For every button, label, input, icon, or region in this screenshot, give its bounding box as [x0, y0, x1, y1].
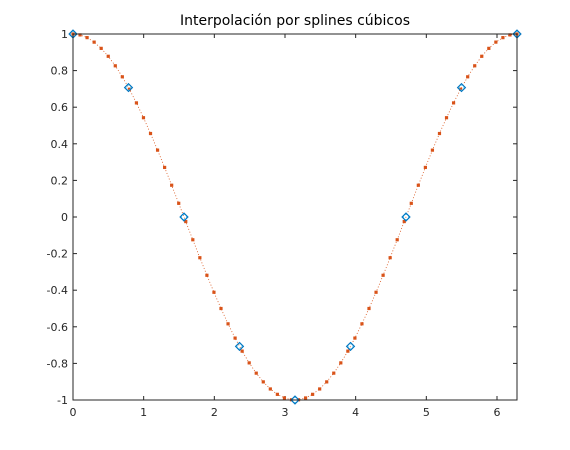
interpolation-point: [120, 75, 124, 79]
interpolation-point: [381, 273, 385, 277]
y-tick-label: 0: [61, 211, 68, 224]
node-circle: [180, 213, 188, 221]
interpolation-point: [416, 183, 420, 187]
interpolation-point: [177, 201, 181, 205]
node-circle: [402, 213, 410, 221]
interpolation-point: [92, 40, 96, 44]
y-tick-label: 1: [61, 28, 68, 41]
x-tick-label: 2: [211, 406, 218, 419]
interpolation-point: [141, 116, 146, 120]
interpolation-point: [311, 392, 315, 396]
x-tick-label: 5: [423, 406, 430, 419]
node-circle: [125, 84, 132, 91]
interpolation-point: [163, 165, 167, 170]
y-tick-label: 0.8: [51, 65, 69, 78]
interpolation-point: [78, 33, 82, 37]
x-tick-labels: 0 1 2 3 4 5 6: [70, 406, 501, 419]
interpolation-point: [466, 75, 470, 79]
interpolation-point: [205, 273, 209, 277]
interpolation-point: [430, 148, 435, 152]
interpolation-point: [303, 396, 308, 400]
y-tick-label: -1: [57, 394, 68, 407]
y-tick-label: -0.4: [47, 284, 68, 297]
interpolation-point: [409, 201, 413, 205]
interpolation-point: [487, 46, 491, 50]
interpolation-point: [198, 256, 202, 260]
interpolation-point: [508, 33, 512, 37]
axis-ticks: [72, 33, 517, 401]
interpolation-point: [339, 361, 343, 365]
node-diamond: [290, 395, 300, 405]
y-tick-label: -0.6: [47, 321, 68, 334]
interpolation-point: [113, 64, 117, 68]
y-tick-label: 0.2: [51, 174, 69, 187]
node-circle: [236, 343, 243, 350]
interpolation-point: [501, 36, 505, 40]
x-tick-label: 3: [281, 406, 288, 419]
interpolation-point: [360, 322, 364, 326]
interpolation-point: [85, 36, 89, 40]
interpolation-point: [459, 87, 463, 91]
interpolation-point: [184, 219, 188, 224]
interpolation-point: [191, 238, 195, 242]
interpolation-point: [212, 290, 216, 294]
interpolation-point: [148, 131, 153, 136]
y-tick-label: -0.2: [47, 248, 68, 261]
plot-area: [68, 29, 522, 405]
y-tick-labels: -1 -0.8 -0.6 -0.4 -0.2 0 0.2 0.4 0.6 0.8 1: [47, 28, 68, 407]
interpolation-point: [473, 64, 477, 68]
interpolation-point: [367, 306, 371, 311]
x-tick-label: 1: [140, 406, 147, 419]
interpolation-point: [170, 183, 174, 187]
y-tick-label: 0.6: [51, 101, 69, 114]
interpolation-point: [134, 101, 139, 105]
interpolation-point: [402, 219, 406, 224]
interpolation-point: [99, 46, 103, 50]
node-diamond: [123, 82, 134, 93]
interpolation-point: [346, 349, 350, 353]
chart-title: Interpolación por splines cúbicos: [180, 13, 410, 29]
interpolation-point: [275, 392, 279, 396]
interpolation-point: [254, 371, 258, 375]
interpolation-point: [494, 40, 498, 44]
interpolation-point: [268, 387, 272, 391]
node-diamond: [401, 212, 411, 222]
interpolation-point: [261, 380, 265, 384]
node-circle: [458, 84, 465, 91]
interpolation-point: [388, 256, 392, 260]
interpolation-point: [282, 396, 287, 400]
interpolation-point: [451, 101, 456, 105]
y-tick-label: -0.8: [47, 357, 68, 370]
interpolation-point: [423, 165, 427, 170]
node-diamond: [456, 82, 467, 93]
node-diamond: [179, 212, 189, 222]
interpolation-point: [247, 361, 251, 365]
node-circle: [347, 343, 354, 350]
interpolation-point: [444, 116, 449, 120]
interpolation-point: [226, 322, 230, 326]
node-diamond: [234, 341, 245, 352]
interpolation-line: [72, 33, 518, 401]
interpolation-point: [480, 54, 484, 58]
x-tick-label: 0: [70, 406, 77, 419]
interpolation-point: [325, 380, 329, 384]
interpolation-point: [240, 349, 244, 353]
x-tick-label: 4: [352, 406, 359, 419]
interpolation-point: [395, 238, 399, 242]
interpolation-point: [127, 87, 131, 91]
interpolation-point: [332, 371, 336, 375]
interpolation-point: [106, 54, 110, 58]
node-diamond: [345, 341, 356, 352]
interpolation-point: [219, 306, 223, 311]
interpolation-point: [437, 131, 442, 136]
interpolation-point: [155, 148, 160, 152]
interpolation-point: [233, 336, 237, 340]
interpolation-point: [374, 290, 378, 294]
interpolation-point: [353, 336, 357, 340]
axes-box: [72, 33, 518, 401]
interpolation-point: [318, 387, 322, 391]
x-tick-label: 6: [493, 406, 500, 419]
y-tick-label: 0.4: [51, 138, 69, 151]
